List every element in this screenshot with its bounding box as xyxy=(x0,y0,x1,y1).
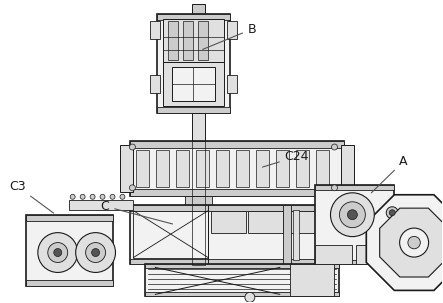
Bar xyxy=(315,150,329,187)
Circle shape xyxy=(400,228,429,257)
Bar xyxy=(150,75,160,93)
Bar xyxy=(198,21,208,60)
Text: A: A xyxy=(371,155,408,193)
Bar xyxy=(163,62,224,106)
Bar xyxy=(157,14,230,113)
Bar xyxy=(130,205,345,265)
Bar xyxy=(285,211,325,233)
Bar xyxy=(342,145,354,192)
Bar xyxy=(136,150,149,187)
Bar xyxy=(172,67,215,101)
Bar xyxy=(157,14,230,20)
Circle shape xyxy=(54,248,62,257)
Bar xyxy=(130,141,345,196)
Bar xyxy=(283,205,291,265)
Circle shape xyxy=(330,193,374,237)
Bar xyxy=(192,4,205,14)
Bar xyxy=(356,245,394,265)
Circle shape xyxy=(92,248,100,257)
Bar xyxy=(183,21,193,60)
Bar xyxy=(315,185,394,190)
Bar xyxy=(192,196,205,265)
Circle shape xyxy=(90,194,95,199)
Bar xyxy=(256,150,269,187)
Bar xyxy=(290,265,334,296)
Bar xyxy=(26,215,113,221)
Circle shape xyxy=(386,207,398,219)
Bar xyxy=(196,150,209,187)
Circle shape xyxy=(408,236,420,249)
Text: C: C xyxy=(101,200,172,224)
Bar xyxy=(163,18,224,62)
Bar xyxy=(227,21,237,38)
Bar xyxy=(157,107,230,113)
Circle shape xyxy=(110,194,115,199)
Bar xyxy=(315,185,394,265)
Circle shape xyxy=(120,194,125,199)
Bar xyxy=(315,245,352,265)
Bar xyxy=(315,259,394,265)
Circle shape xyxy=(129,185,136,191)
Bar xyxy=(130,189,345,196)
Text: C24: C24 xyxy=(263,150,309,167)
Bar xyxy=(156,150,169,187)
Bar xyxy=(176,150,189,187)
Circle shape xyxy=(80,194,85,199)
Bar xyxy=(216,150,229,187)
Circle shape xyxy=(70,194,75,199)
Bar xyxy=(192,113,205,141)
Circle shape xyxy=(331,185,338,191)
Bar xyxy=(26,280,113,286)
Bar xyxy=(394,224,414,237)
Bar xyxy=(394,228,414,233)
Bar xyxy=(295,150,309,187)
Bar xyxy=(145,292,339,296)
Bar xyxy=(120,145,133,192)
Circle shape xyxy=(331,144,338,150)
Bar xyxy=(145,265,339,268)
Circle shape xyxy=(85,243,105,262)
Circle shape xyxy=(245,292,255,302)
Bar xyxy=(211,211,246,233)
Bar xyxy=(150,21,160,38)
Bar xyxy=(276,150,289,187)
Bar xyxy=(133,211,208,258)
Bar xyxy=(130,141,345,148)
Circle shape xyxy=(100,194,105,199)
Text: C3: C3 xyxy=(9,180,54,213)
Polygon shape xyxy=(366,195,443,290)
Circle shape xyxy=(389,210,395,216)
Bar xyxy=(145,265,339,296)
Bar xyxy=(227,75,237,93)
Circle shape xyxy=(48,243,68,262)
Circle shape xyxy=(76,233,116,272)
Bar xyxy=(236,150,249,187)
Circle shape xyxy=(38,233,78,272)
Circle shape xyxy=(347,210,358,220)
Bar xyxy=(168,21,178,60)
Bar xyxy=(130,205,345,211)
Bar xyxy=(192,141,205,196)
Bar xyxy=(69,200,133,210)
Bar xyxy=(130,258,345,265)
Bar xyxy=(293,210,299,259)
Text: B: B xyxy=(202,22,256,49)
Bar xyxy=(26,215,113,286)
Circle shape xyxy=(129,144,136,150)
Polygon shape xyxy=(380,208,443,277)
Bar xyxy=(248,211,283,233)
Circle shape xyxy=(339,202,365,228)
Bar xyxy=(185,196,212,205)
